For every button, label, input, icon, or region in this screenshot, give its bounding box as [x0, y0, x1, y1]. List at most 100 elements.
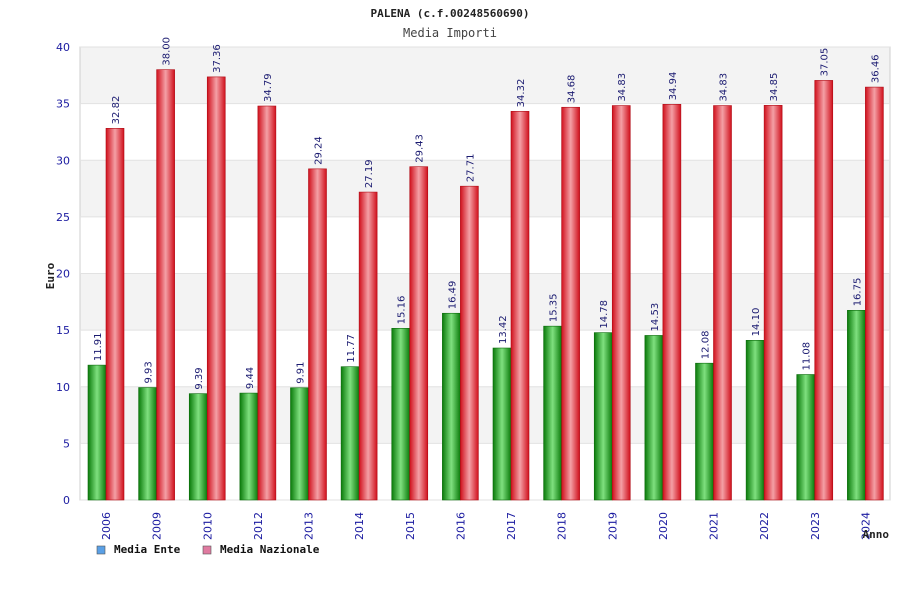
- value-label: 32.82: [111, 96, 122, 125]
- x-axis-ticks: 2006 2009 2010 2012 2013 2014 2015 2016 2017 2018…: [100, 512, 872, 540]
- value-label: 9.93: [144, 361, 155, 383]
- value-label: 29.24: [314, 136, 325, 165]
- bar-media-ente-2016: [442, 312, 461, 501]
- value-label: 16.49: [447, 281, 458, 310]
- value-label: 29.43: [415, 134, 426, 163]
- x-tick-label: 2022: [758, 512, 771, 540]
- legend-label-media-nazionale: Media Nazionale: [220, 543, 320, 556]
- chart-title: PALENA (c.f.00248560690): [371, 7, 530, 20]
- y-axis-label: Euro: [44, 262, 57, 289]
- legend: Media Ente Media Nazionale: [96, 543, 320, 556]
- value-label: 34.94: [668, 72, 679, 101]
- bar-media-nazionale-2015: [409, 166, 429, 501]
- value-label: 37.05: [820, 48, 831, 77]
- legend-swatch-media-nazionale: [202, 545, 212, 555]
- value-label: 34.79: [263, 73, 274, 102]
- x-tick-label: 2023: [809, 512, 822, 540]
- value-label: 27.19: [364, 159, 375, 188]
- y-tick-label: 40: [56, 41, 70, 54]
- value-label: 9.91: [296, 362, 307, 384]
- legend-label-media-ente: Media Ente: [114, 543, 181, 556]
- x-tick-label: 2019: [606, 512, 619, 540]
- value-label: 14.10: [751, 308, 762, 337]
- value-label: 34.85: [769, 73, 780, 102]
- bar-media-ente-2020: [644, 335, 664, 501]
- bar-media-ente-2015: [391, 328, 411, 501]
- bar-media-nazionale-2023: [814, 80, 834, 501]
- bar-media-ente-2014: [340, 366, 360, 501]
- x-tick-label: 2024: [859, 512, 872, 540]
- bar-media-ente-2024: [847, 310, 866, 501]
- bar-media-nazionale-2012: [257, 105, 277, 501]
- x-tick-label: 2021: [708, 512, 721, 540]
- bar-media-nazionale-2022: [763, 105, 783, 501]
- value-label: 36.46: [870, 54, 881, 83]
- x-tick-label: 2017: [505, 512, 518, 540]
- bar-media-nazionale-2019: [611, 105, 631, 501]
- bar-media-ente-2021: [695, 362, 714, 501]
- value-label: 34.32: [516, 79, 527, 108]
- bar-media-nazionale-2013: [308, 168, 327, 501]
- bars: [87, 69, 884, 501]
- x-tick-label: 2013: [303, 512, 316, 540]
- value-label: 11.91: [93, 332, 104, 361]
- bar-media-ente-2018: [543, 325, 562, 501]
- y-tick-label: 15: [56, 324, 70, 337]
- value-label: 9.44: [245, 367, 256, 389]
- value-label: 16.75: [852, 278, 863, 307]
- y-tick-label: 25: [56, 211, 70, 224]
- value-label: 34.68: [567, 75, 578, 104]
- bar-media-ente-2022: [745, 340, 765, 501]
- value-label: 11.08: [802, 342, 813, 371]
- x-tick-label: 2014: [353, 512, 366, 540]
- y-tick-label: 20: [56, 268, 70, 281]
- value-label: 15.35: [549, 294, 560, 323]
- y-axis-ticks: 0 5 10 15 20 25 30 35 40: [56, 41, 70, 507]
- bar-media-ente-2009: [138, 387, 157, 501]
- x-tick-label: 2018: [556, 512, 569, 540]
- value-labels: 11.91 32.82 9.93 38.00 9.39 37.36 9.44 34.79 9.9…: [93, 37, 881, 390]
- value-label: 34.83: [617, 73, 628, 102]
- bar-media-nazionale-2024: [865, 86, 884, 501]
- x-tick-label: 2020: [657, 512, 670, 540]
- x-tick-label: 2010: [201, 512, 214, 540]
- x-tick-label: 2016: [454, 512, 467, 540]
- bar-media-nazionale-2021: [713, 105, 732, 501]
- x-tick-label: 2006: [100, 512, 113, 540]
- bar-media-ente-2019: [593, 332, 613, 501]
- x-tick-label: 2009: [151, 512, 164, 540]
- bar-media-nazionale-2009: [156, 69, 175, 501]
- bar-media-nazionale-2014: [358, 191, 378, 501]
- chart-subtitle: Media Importi: [403, 26, 497, 40]
- bar-media-ente-2013: [290, 387, 309, 501]
- bar-media-ente-2010: [188, 393, 208, 501]
- bar-media-ente-2017: [492, 347, 512, 501]
- bar-media-ente-2006: [87, 364, 107, 501]
- bar-media-ente-2023: [796, 374, 816, 501]
- value-label: 11.77: [346, 334, 357, 363]
- bar-media-nazionale-2006: [105, 128, 125, 501]
- value-label: 15.16: [397, 296, 408, 325]
- y-tick-label: 5: [63, 437, 70, 450]
- bar-media-nazionale-2020: [662, 104, 682, 501]
- x-axis-label: Anno: [863, 528, 890, 541]
- y-tick-label: 10: [56, 381, 70, 394]
- y-tick-label: 0: [63, 494, 70, 507]
- value-label: 38.00: [162, 37, 173, 66]
- value-label: 37.36: [212, 44, 223, 73]
- bar-media-nazionale-2016: [460, 185, 479, 501]
- bar-media-nazionale-2018: [561, 106, 580, 501]
- bar-media-ente-2012: [239, 392, 259, 501]
- x-tick-label: 2012: [252, 512, 265, 540]
- value-label: 34.83: [719, 73, 730, 102]
- value-label: 12.08: [701, 331, 712, 360]
- y-tick-label: 35: [56, 98, 70, 111]
- y-tick-label: 30: [56, 154, 70, 167]
- value-label: 14.53: [650, 303, 661, 332]
- bar-media-nazionale-2017: [510, 111, 530, 501]
- x-tick-label: 2015: [404, 512, 417, 540]
- value-label: 13.42: [498, 315, 509, 344]
- legend-swatch-media-ente: [96, 545, 106, 555]
- value-label: 9.39: [194, 367, 205, 389]
